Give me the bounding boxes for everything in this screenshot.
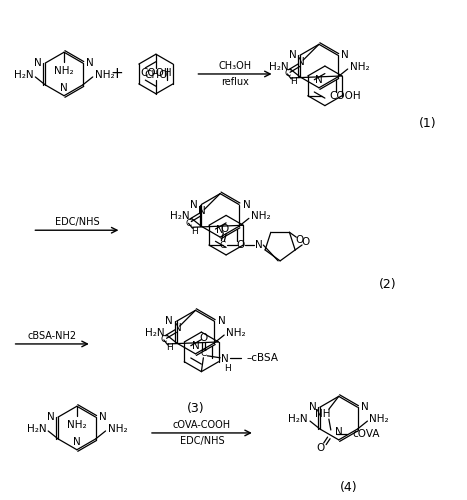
Text: NH₂: NH₂ (226, 328, 246, 338)
Text: (2): (2) (379, 278, 397, 291)
Text: C: C (219, 240, 226, 250)
Text: N: N (191, 342, 199, 351)
Text: H: H (191, 226, 198, 235)
Text: NH₂: NH₂ (107, 424, 127, 434)
Text: CHO: CHO (144, 70, 168, 80)
Text: C: C (284, 70, 290, 78)
Text: N: N (99, 412, 107, 422)
Text: N: N (174, 323, 182, 333)
Text: H: H (224, 364, 230, 373)
Text: C: C (161, 336, 167, 344)
Text: cOVA: cOVA (353, 429, 380, 439)
Text: N: N (221, 354, 229, 364)
Text: N: N (47, 412, 55, 422)
Text: N: N (297, 57, 305, 67)
Text: cBSA-NH2: cBSA-NH2 (28, 331, 77, 341)
Text: O: O (317, 443, 325, 453)
Text: NH₂: NH₂ (350, 62, 369, 72)
Text: N: N (341, 50, 349, 60)
Text: N: N (165, 316, 173, 326)
Text: cOVA-COOH: cOVA-COOH (173, 420, 231, 430)
Text: H₂N: H₂N (170, 212, 190, 222)
Text: H: H (166, 344, 173, 352)
Text: N: N (255, 240, 262, 250)
Text: (4): (4) (340, 481, 357, 494)
Text: N: N (289, 50, 297, 60)
Text: O: O (221, 224, 229, 234)
Text: O: O (236, 240, 245, 250)
Text: CH₃OH: CH₃OH (219, 61, 252, 71)
Text: N: N (218, 316, 226, 326)
Text: NH: NH (315, 409, 331, 419)
Text: N: N (242, 200, 250, 209)
Text: +: + (110, 66, 123, 82)
Text: COOH: COOH (140, 68, 172, 78)
Text: N: N (315, 76, 323, 86)
Text: O: O (301, 237, 309, 247)
Text: NH₂: NH₂ (95, 70, 114, 80)
Text: H₂N: H₂N (145, 328, 165, 338)
Text: O: O (295, 235, 304, 245)
Text: COOH: COOH (330, 90, 361, 101)
Text: NH₂: NH₂ (54, 66, 74, 76)
Text: EDC/NHS: EDC/NHS (180, 436, 224, 446)
Text: O: O (199, 333, 207, 343)
Text: N: N (73, 438, 81, 448)
Text: C: C (185, 219, 191, 228)
Text: N: N (60, 84, 68, 94)
Text: H₂N: H₂N (289, 414, 308, 424)
Text: N: N (335, 428, 343, 438)
Text: NH₂: NH₂ (251, 212, 270, 222)
Text: NH₂: NH₂ (369, 414, 389, 424)
Text: N: N (86, 58, 94, 68)
Text: N: N (198, 206, 206, 216)
Text: C: C (200, 350, 206, 358)
Text: N: N (309, 402, 316, 412)
Text: H₂N: H₂N (27, 424, 46, 434)
Text: (1): (1) (419, 117, 437, 130)
Text: N: N (216, 224, 224, 234)
Text: H: H (290, 78, 297, 86)
Text: –cBSA: –cBSA (247, 353, 279, 363)
Text: N: N (190, 200, 198, 209)
Text: N: N (34, 58, 42, 68)
Text: N: N (361, 402, 369, 412)
Text: (3): (3) (187, 402, 204, 414)
Text: H₂N: H₂N (14, 70, 33, 80)
Text: H₂N: H₂N (269, 62, 288, 72)
Text: EDC/NHS: EDC/NHS (55, 218, 99, 228)
Text: reflux: reflux (221, 77, 249, 87)
Text: NH₂: NH₂ (67, 420, 87, 430)
